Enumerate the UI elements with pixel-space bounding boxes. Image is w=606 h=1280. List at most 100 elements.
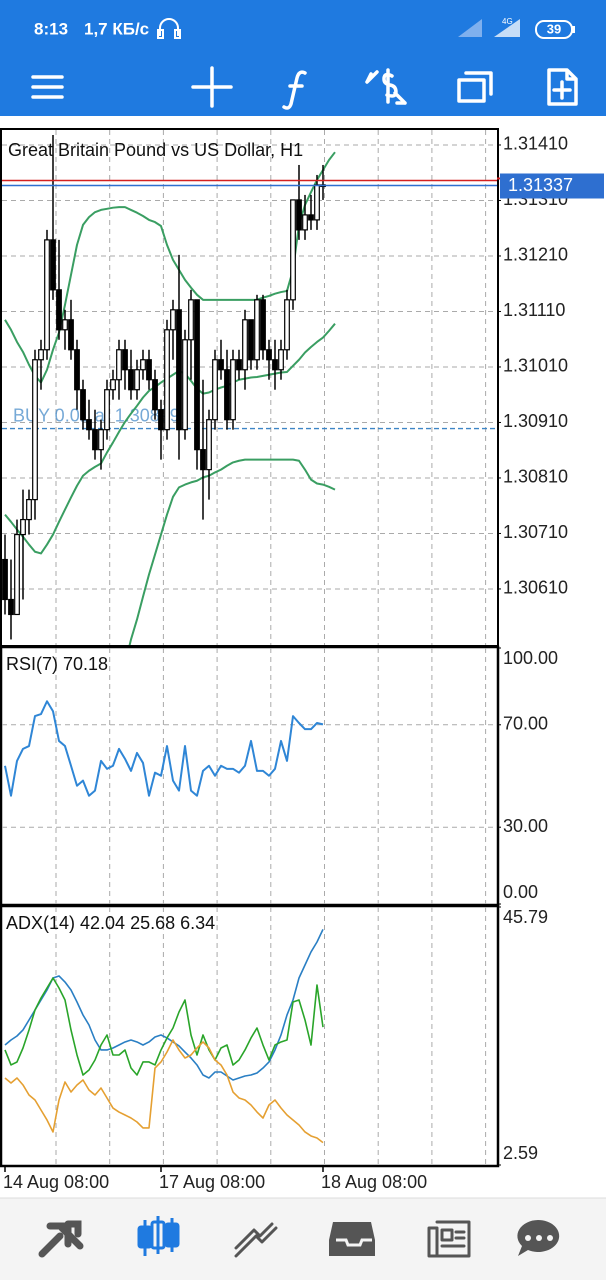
clock: 8:13 (34, 19, 68, 38)
signal-icon (494, 19, 520, 37)
y-tick-label: 1.30910 (503, 411, 568, 431)
news-tab[interactable] (427, 1220, 471, 1258)
candle-body (296, 199, 302, 231)
signal-icon (458, 19, 482, 37)
candle-body (146, 359, 152, 381)
candle-body (50, 239, 56, 291)
candle-body (266, 349, 272, 361)
candle-body (98, 429, 104, 451)
candle-body (56, 289, 62, 331)
candle-body (284, 299, 290, 351)
headphones-icon (157, 18, 181, 39)
candle-body (14, 533, 20, 616)
candle-body (302, 214, 308, 231)
candle-body (116, 349, 122, 381)
candle-body (122, 349, 128, 371)
y-tick-label: 70.00 (503, 714, 548, 734)
x-tick-label: 18 Aug 08:00 (321, 1172, 427, 1192)
rsi-title: RSI(7) 70.18 (6, 654, 108, 674)
candle-body (242, 319, 248, 371)
network-type: 4G (502, 17, 513, 26)
candle-body (26, 499, 32, 521)
candle-body (80, 389, 86, 421)
candle-body (314, 184, 320, 221)
adx-title: ADX(14) 42.04 25.68 6.34 (6, 913, 215, 933)
rsi-plot (2, 648, 497, 904)
y-tick-label: 30.00 (503, 816, 548, 836)
candle-body (176, 309, 182, 431)
y-tick-label: 1.30810 (503, 467, 568, 487)
chat-tab[interactable] (517, 1219, 560, 1256)
band-lower (128, 458, 336, 645)
y-tick-label: 1.31010 (503, 356, 568, 376)
candle-body (278, 349, 284, 371)
x-tick-label: 17 Aug 08:00 (159, 1172, 265, 1192)
new-order-button[interactable] (547, 68, 578, 106)
candle-body (44, 239, 50, 351)
candle-body (38, 349, 44, 361)
candle-body (260, 299, 266, 351)
bottom-nav (0, 1198, 606, 1280)
candle-body (224, 369, 230, 421)
y-tick-label: 100.00 (503, 648, 558, 668)
candle-body (134, 369, 140, 391)
adx-plot (4, 907, 487, 1165)
history-tab[interactable] (329, 1222, 375, 1256)
bid-label: 1.31337 (508, 175, 573, 195)
candle-body (128, 369, 134, 391)
candle-body (8, 598, 14, 616)
candle-body (164, 329, 170, 431)
battery-tip (572, 26, 575, 33)
axes: 1.314101.313101.312101.311101.310101.309… (3, 134, 604, 1192)
indicators-button[interactable] (282, 70, 307, 110)
y-tick-label: 1.31410 (503, 134, 568, 154)
candle-body (170, 309, 176, 331)
band-middle (4, 323, 336, 555)
candle-body (2, 558, 8, 601)
y-tick-label: 0.00 (503, 882, 538, 902)
trade-button[interactable] (365, 68, 407, 105)
y-tick-label: 45.79 (503, 907, 548, 927)
adx-panel-frame (0, 904, 500, 1168)
battery-level: 39 (547, 21, 561, 36)
candle-body (212, 359, 218, 421)
candle-body (92, 429, 98, 451)
candle-body (158, 409, 164, 431)
candle-body (32, 359, 38, 501)
candle-body (248, 319, 254, 361)
menu-button[interactable] (31, 75, 64, 99)
candle-body (308, 214, 314, 221)
chart-tab[interactable] (137, 1216, 180, 1256)
candle-body (68, 319, 74, 351)
adx-line (4, 1039, 324, 1144)
net-speed: 1,7 КБ/с (84, 19, 149, 38)
crosshair-button[interactable] (191, 66, 233, 108)
x-tick-label: 14 Aug 08:00 (3, 1172, 109, 1192)
candle-body (86, 419, 92, 431)
y-tick-label: 1.30710 (503, 522, 568, 542)
adx-line (4, 977, 324, 1076)
candle-body (236, 359, 242, 371)
trade-tab[interactable] (234, 1222, 278, 1258)
candle-body (182, 339, 188, 431)
candle-body (200, 449, 206, 471)
rsi-panel-frame (0, 645, 500, 907)
candle-body (254, 299, 260, 361)
candle-body (62, 319, 68, 331)
candle-body (74, 349, 80, 391)
y-tick-label: 1.31110 (503, 300, 565, 320)
candle-body (104, 389, 110, 431)
y-tick-label: 2.59 (503, 1143, 538, 1163)
price-plot: BUY 0.01 at 1.30899 (2, 130, 497, 645)
candle-body (188, 299, 194, 341)
candle-body (230, 359, 236, 421)
windows-button[interactable] (457, 71, 493, 103)
candle-body (140, 359, 146, 371)
candle-body (272, 359, 278, 371)
adx-line (4, 929, 324, 1081)
candle-body (290, 199, 296, 301)
quotes-tab[interactable] (38, 1220, 84, 1258)
candle-body (206, 419, 212, 471)
